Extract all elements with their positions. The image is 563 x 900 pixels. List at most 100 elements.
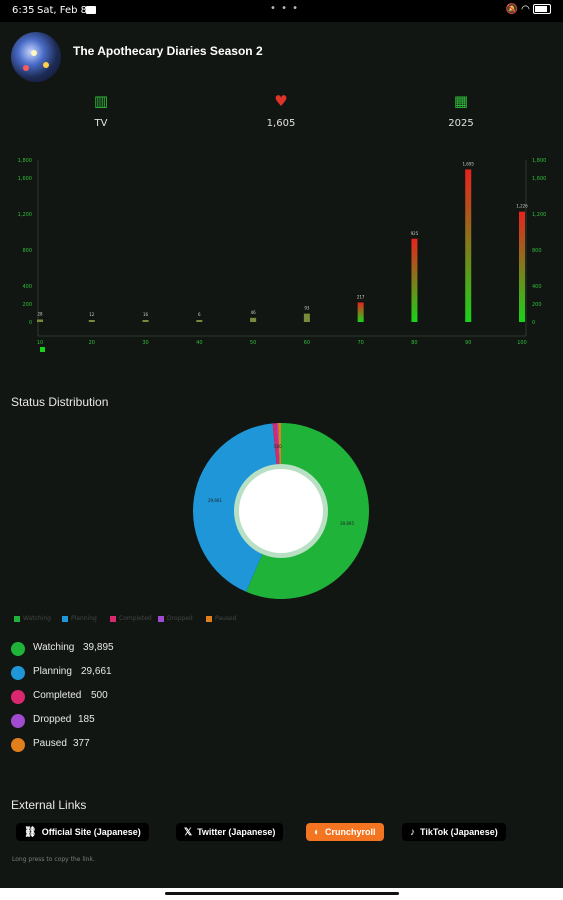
status-count: 39,895 [83,642,114,653]
chart-bar[interactable] [196,320,203,322]
system-icons: 🔕 ◠ [505,4,551,15]
bar-data-label: 1,695 [462,161,474,166]
y-tick-right: 1,600 [532,176,546,182]
y-tick-left: 400 [22,284,32,290]
status-name: Completed [33,690,82,701]
home-gesture-pill[interactable] [165,892,399,895]
x-tick-label: 20 [89,340,95,346]
link-label: TikTok (Japanese) [420,827,498,837]
mute-icon: 🔕 [505,4,518,15]
status-dot [11,690,25,704]
stat-format-value: TV [94,118,108,129]
status-donut-chart: 39,895 29,661 500 [192,423,369,599]
legend-swatch [62,616,68,622]
stat-format: ▥ TV [61,92,141,129]
y-tick-left: 1,200 [18,212,32,218]
link-tiktok[interactable]: ♪ TikTok (Japanese) [402,823,506,841]
bar-data-label: 93 [304,306,310,311]
bar-data-label: 16 [143,312,149,317]
link-crunchyroll[interactable]: ◐ Crunchyroll [306,823,384,841]
chart-legend-marker [40,347,45,352]
status-count: 377 [73,738,90,749]
status-name: Paused [33,738,67,749]
link-official-site[interactable]: ⛓ Official Site (Japanese) [16,823,149,841]
donut-label-planning: 29,661 [208,498,222,503]
chart-bar[interactable] [465,169,472,322]
status-dot [11,642,25,656]
multitask-dots[interactable]: • • • [270,3,300,14]
link-icon: ⛓ [24,827,37,838]
stat-year-value: 2025 [448,118,474,129]
bar-data-label: 1,226 [516,204,528,209]
x-tick-label: 40 [196,340,202,346]
bar-data-label: 217 [357,294,365,299]
chart-bar[interactable] [250,317,257,322]
stat-favorites: ♥ 1,605 [241,92,321,129]
donut-label-completed: 500 [274,444,282,449]
link-label: Twitter (Japanese) [197,827,276,837]
anime-cover-avatar[interactable] [11,32,61,82]
heart-icon: ♥ [274,92,288,110]
chart-bar[interactable] [88,320,95,322]
navigation-bar [0,888,563,900]
status-distribution-title: Status Distribution [11,395,109,409]
x-tick-label: 50 [250,340,256,346]
bar-data-label: 46 [251,310,257,315]
chart-bar[interactable] [142,320,149,322]
legend-label: Completed [119,615,152,622]
y-tick-right: 800 [532,248,542,254]
stat-year: ▦ 2025 [421,92,501,129]
legend-swatch [206,616,212,622]
legend-label: Watching [23,615,51,622]
y-tick-right: 200 [532,302,542,308]
anime-title: The Apothecary Diaries Season 2 [73,44,263,58]
tiktok-icon: ♪ [410,827,415,838]
status-dot [11,714,25,728]
legend-swatch [158,616,164,622]
x-tick-label: 30 [142,340,148,346]
y-tick-left: 800 [22,248,32,254]
status-count: 29,661 [81,666,112,677]
wifi-icon: ◠ [521,4,530,15]
status-time: 6:35 [12,5,35,16]
status-name: Planning [33,666,72,677]
y-tick-left: 1,600 [18,176,32,182]
status-date: Sat, Feb 8 [37,5,87,16]
chart-bar[interactable] [357,302,364,322]
x-tick-label: 60 [304,340,310,346]
status-dot [11,666,25,680]
status-name: Dropped [33,714,72,725]
stat-favorites-value: 1,605 [266,118,296,129]
x-tick-label: 70 [357,340,363,346]
y-tick-right: 0 [532,320,535,326]
chart-bar[interactable] [411,238,418,322]
link-label: Crunchyroll [325,827,376,837]
battery-icon [533,4,551,14]
status-count: 500 [91,690,108,701]
y-tick-right: 400 [532,284,542,290]
legend-swatch [110,616,116,622]
status-dot [11,738,25,752]
link-label: Official Site (Japanese) [41,827,141,837]
link-twitter[interactable]: 𝕏 Twitter (Japanese) [176,823,284,841]
crunchyroll-icon: ◐ [314,827,321,838]
chart-bar[interactable] [37,319,43,322]
bar-data-label: 28 [37,311,43,316]
x-icon: 𝕏 [184,827,193,838]
legend-label: Planning [71,615,97,622]
film-icon: ▥ [93,92,109,110]
x-tick-label: 90 [465,340,471,346]
bar-data-label: 925 [411,231,419,236]
bar-data-label: 12 [89,312,95,317]
calendar-icon: ▦ [453,92,469,110]
bar-data-label: 6 [198,312,201,317]
x-tick-label: 100 [517,340,527,346]
x-tick-label: 80 [411,340,417,346]
legend-label: Paused [215,615,237,622]
chart-bar[interactable] [519,211,525,322]
external-links-title: External Links [11,798,87,812]
status-bar: 6:35 Sat, Feb 8 • • • 🔕 ◠ [0,0,563,22]
y-tick-left: 200 [22,302,32,308]
chart-bar[interactable] [303,313,310,322]
